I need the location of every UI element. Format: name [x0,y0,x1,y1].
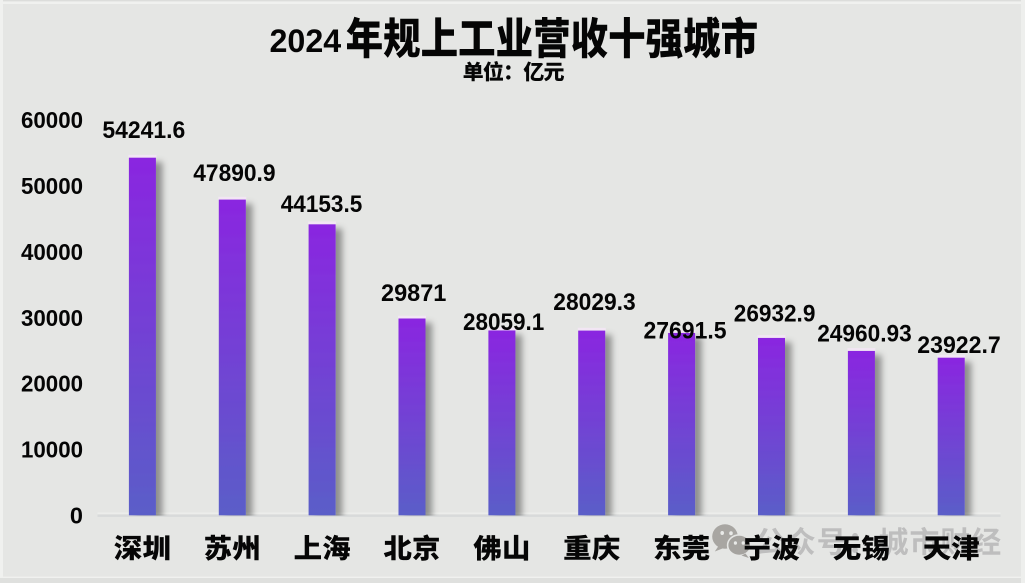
svg-text:47890.9: 47890.9 [193,160,275,187]
svg-text:60000: 60000 [21,107,83,133]
svg-text:28059.1: 28059.1 [463,309,544,336]
svg-text:50000: 50000 [21,173,83,199]
svg-text:29871: 29871 [381,280,446,307]
svg-text:0: 0 [70,503,83,529]
svg-text:28029.3: 28029.3 [553,289,635,316]
svg-text:24960.93: 24960.93 [817,320,912,347]
svg-text:54241.6: 54241.6 [102,117,185,144]
svg-text:27691.5: 27691.5 [643,317,726,344]
svg-text:10000: 10000 [21,437,83,463]
svg-text:26932.9: 26932.9 [734,300,816,327]
svg-text:44153.5: 44153.5 [281,191,363,218]
svg-text:23922.7: 23922.7 [917,332,1001,359]
svg-text:30000: 30000 [21,305,83,331]
svg-text:20000: 20000 [21,371,83,397]
svg-text:2024: 2024 [270,23,342,59]
svg-text:40000: 40000 [21,239,83,265]
